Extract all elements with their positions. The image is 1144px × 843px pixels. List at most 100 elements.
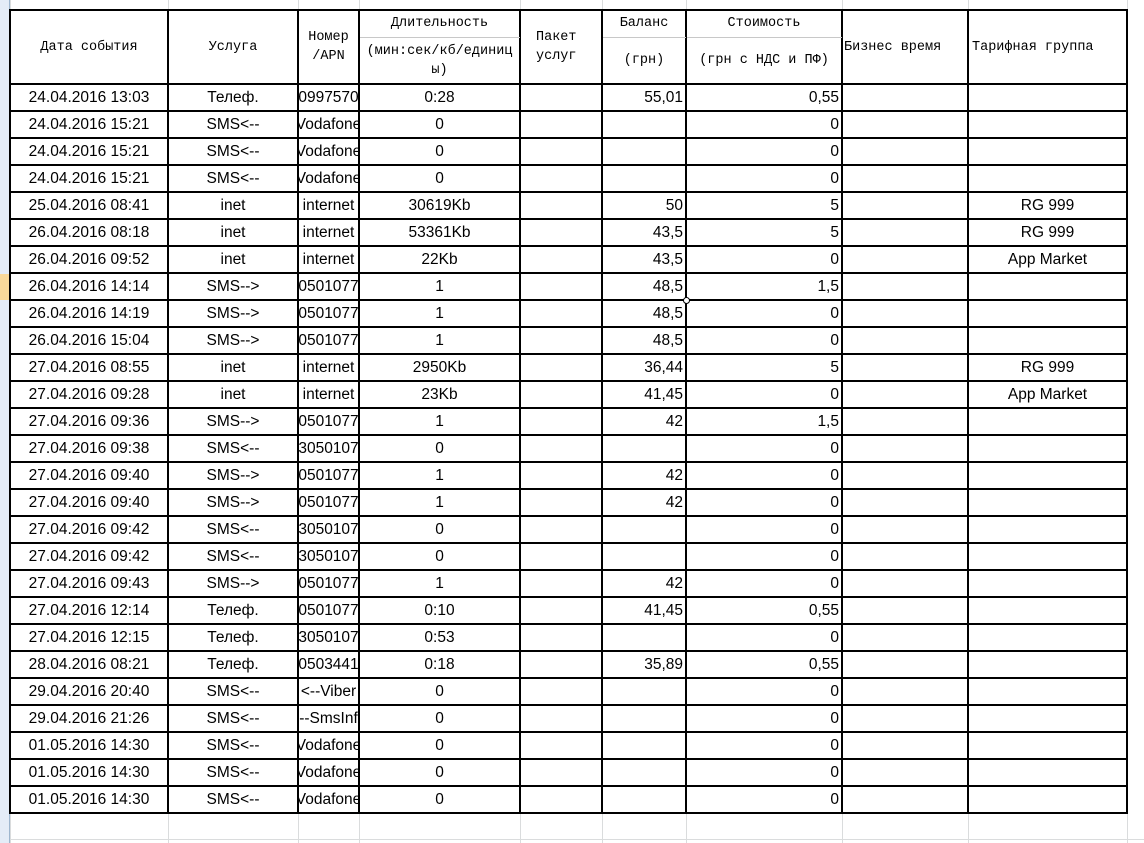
cell-number[interactable]: internet: [302, 385, 355, 403]
cell-duration[interactable]: 1: [435, 466, 444, 484]
cell-cost[interactable]: 0: [830, 142, 839, 160]
cell-number[interactable]: 3050107: [298, 547, 359, 565]
cell-cost[interactable]: 0: [830, 628, 839, 646]
cell-package[interactable]: [520, 435, 602, 462]
cell-business-time[interactable]: [842, 651, 968, 678]
cell-balance[interactable]: [602, 678, 686, 705]
cell-date[interactable]: 29.04.2016 21:26: [28, 709, 150, 727]
cell-package[interactable]: [520, 408, 602, 435]
cell-tariff-group[interactable]: [968, 408, 1127, 435]
cell-date[interactable]: 28.04.2016 08:21: [28, 655, 150, 673]
cell-cost[interactable]: 0: [830, 790, 839, 808]
cell-number[interactable]: 3050107: [298, 628, 359, 646]
cell-business-time[interactable]: [842, 597, 968, 624]
cell-cost[interactable]: 0: [830, 736, 839, 754]
cell-balance[interactable]: 50: [665, 196, 683, 214]
cell-number[interactable]: 0501077: [298, 493, 359, 511]
cell-tariff-group[interactable]: [968, 165, 1127, 192]
cell-service[interactable]: SMS-->: [206, 493, 260, 511]
cell-duration[interactable]: 1: [435, 331, 444, 349]
cell-cost[interactable]: 0: [830, 169, 839, 187]
cell-duration[interactable]: 22Kb: [421, 250, 458, 268]
cell-number[interactable]: internet: [302, 250, 355, 268]
cell-date[interactable]: 24.04.2016 15:21: [28, 169, 150, 187]
cell-package[interactable]: [520, 543, 602, 570]
cell-tariff-group[interactable]: [968, 435, 1127, 462]
cell-date[interactable]: 25.04.2016 08:41: [28, 196, 150, 214]
cell-service[interactable]: SMS-->: [206, 304, 260, 322]
cell-tariff-group[interactable]: App Market: [1007, 250, 1088, 268]
cell-service[interactable]: SMS<--: [206, 520, 260, 538]
cell-duration[interactable]: 23Kb: [421, 385, 458, 403]
cell-service[interactable]: Телеф.: [207, 601, 259, 619]
cell-balance[interactable]: [602, 435, 686, 462]
cell-date[interactable]: 26.04.2016 14:14: [28, 277, 150, 295]
cell-service[interactable]: SMS<--: [206, 736, 260, 754]
cell-duration[interactable]: 0: [435, 547, 444, 565]
cell-balance[interactable]: 48,5: [652, 304, 683, 322]
cell-date[interactable]: 27.04.2016 09:40: [28, 466, 150, 484]
cell-service[interactable]: inet: [220, 385, 246, 403]
cell-business-time[interactable]: [842, 705, 968, 732]
cell-date[interactable]: 27.04.2016 08:55: [28, 358, 150, 376]
cell-business-time[interactable]: [842, 435, 968, 462]
cell-number[interactable]: Vodafone: [298, 763, 359, 781]
cell-duration[interactable]: 0:28: [424, 88, 455, 106]
cell-cost[interactable]: 0: [830, 493, 839, 511]
cell-service[interactable]: SMS<--: [206, 682, 260, 700]
cell-business-time[interactable]: [842, 624, 968, 651]
cell-duration[interactable]: 0: [435, 763, 444, 781]
cell-cost[interactable]: 0: [830, 574, 839, 592]
cell-package[interactable]: [520, 678, 602, 705]
cell-duration[interactable]: 2950Kb: [412, 358, 467, 376]
cell-business-time[interactable]: [842, 759, 968, 786]
cell-balance[interactable]: 48,5: [652, 277, 683, 295]
cell-package[interactable]: [520, 192, 602, 219]
cell-tariff-group[interactable]: [968, 570, 1127, 597]
cell-number[interactable]: 0501077: [298, 412, 359, 430]
cell-business-time[interactable]: [842, 192, 968, 219]
cell-balance[interactable]: 42: [665, 412, 683, 430]
cell-package[interactable]: [520, 597, 602, 624]
cell-balance[interactable]: [602, 165, 686, 192]
cell-package[interactable]: [520, 624, 602, 651]
cell-number[interactable]: 0503441: [298, 655, 359, 673]
cell-package[interactable]: [520, 651, 602, 678]
cell-tariff-group[interactable]: [968, 327, 1127, 354]
cell-tariff-group[interactable]: [968, 84, 1127, 111]
cell-cost[interactable]: 0: [830, 709, 839, 727]
cell-service[interactable]: SMS-->: [206, 331, 260, 349]
cell-duration[interactable]: 0: [435, 169, 444, 187]
cell-date[interactable]: 27.04.2016 09:40: [28, 493, 150, 511]
cell-number[interactable]: <--Viber: [300, 682, 357, 700]
cell-balance[interactable]: 35,89: [644, 655, 683, 673]
cell-service[interactable]: SMS<--: [206, 439, 260, 457]
cell-number[interactable]: Vodafone: [298, 790, 359, 808]
cell-date[interactable]: 27.04.2016 12:15: [28, 628, 150, 646]
cell-package[interactable]: [520, 327, 602, 354]
cell-duration[interactable]: 1: [435, 493, 444, 511]
cell-date[interactable]: 27.04.2016 12:14: [28, 601, 150, 619]
cell-number[interactable]: 0501077: [298, 466, 359, 484]
cell-cost[interactable]: 0: [830, 466, 839, 484]
cell-tariff-group[interactable]: [968, 462, 1127, 489]
cell-balance[interactable]: 42: [665, 574, 683, 592]
cell-date[interactable]: 24.04.2016 15:21: [28, 115, 150, 133]
cell-business-time[interactable]: [842, 786, 968, 813]
cell-business-time[interactable]: [842, 516, 968, 543]
cell-package[interactable]: [520, 462, 602, 489]
cell-service[interactable]: SMS<--: [206, 115, 260, 133]
cell-business-time[interactable]: [842, 273, 968, 300]
cell-duration[interactable]: 0:10: [424, 601, 455, 619]
cell-package[interactable]: [520, 354, 602, 381]
cell-date[interactable]: 26.04.2016 09:52: [28, 250, 150, 268]
cell-duration[interactable]: 1: [435, 574, 444, 592]
cell-duration[interactable]: 1: [435, 412, 444, 430]
cell-number[interactable]: 0501077: [298, 601, 359, 619]
cell-service[interactable]: SMS<--: [206, 142, 260, 160]
cell-service[interactable]: inet: [220, 223, 246, 241]
cell-balance[interactable]: 48,5: [652, 331, 683, 349]
cell-balance[interactable]: 36,44: [644, 358, 683, 376]
cell-business-time[interactable]: [842, 408, 968, 435]
cell-tariff-group[interactable]: [968, 759, 1127, 786]
